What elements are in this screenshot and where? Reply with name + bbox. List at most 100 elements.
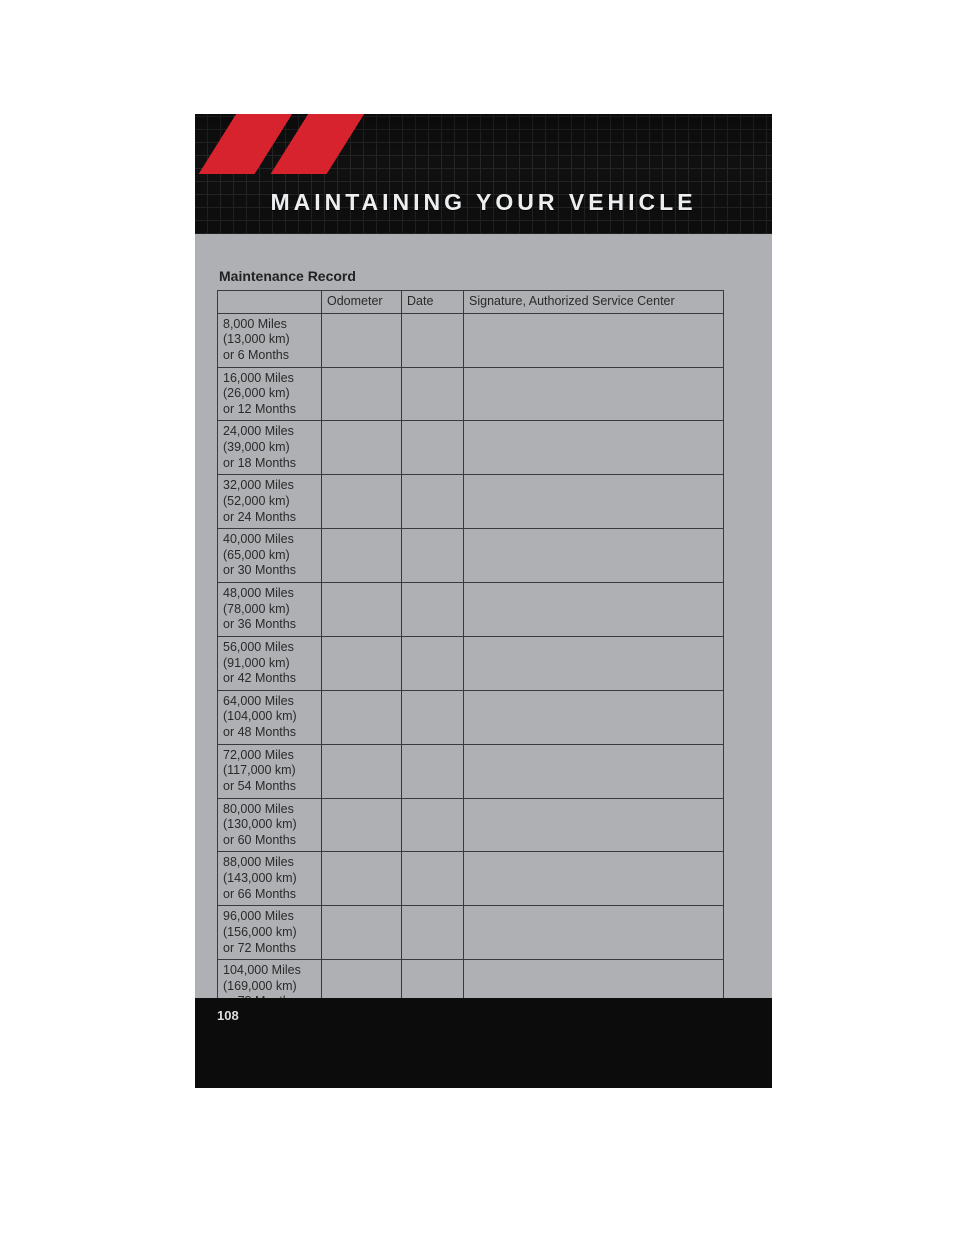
table-row: 24,000 Miles(39,000 km)or 18 Months [218, 421, 724, 475]
cell-date [402, 367, 464, 421]
interval-line: or 48 Months [223, 725, 316, 741]
cell-date [402, 313, 464, 367]
cell-date [402, 475, 464, 529]
cell-date [402, 852, 464, 906]
interval-line: or 18 Months [223, 456, 316, 472]
cell-interval: 40,000 Miles(65,000 km)or 30 Months [218, 529, 322, 583]
table-row: 96,000 Miles(156,000 km)or 72 Months [218, 906, 724, 960]
cell-odometer [322, 583, 402, 637]
interval-line: 64,000 Miles [223, 694, 316, 710]
cell-signature [464, 744, 724, 798]
interval-line: or 60 Months [223, 833, 316, 849]
cell-odometer [322, 475, 402, 529]
cell-signature [464, 690, 724, 744]
cell-interval: 32,000 Miles(52,000 km)or 24 Months [218, 475, 322, 529]
interval-line: (130,000 km) [223, 817, 316, 833]
cell-interval: 80,000 Miles(130,000 km)or 60 Months [218, 798, 322, 852]
cell-date [402, 690, 464, 744]
interval-line: or 42 Months [223, 671, 316, 687]
table-row: 8,000 Miles(13,000 km)or 6 Months [218, 313, 724, 367]
page-footer [195, 998, 772, 1088]
interval-line: 24,000 Miles [223, 424, 316, 440]
interval-line: (156,000 km) [223, 925, 316, 941]
interval-line: 72,000 Miles [223, 748, 316, 764]
page-header: MAINTAINING YOUR VEHICLE [195, 114, 772, 234]
table-row: 64,000 Miles(104,000 km)or 48 Months [218, 690, 724, 744]
interval-line: or 54 Months [223, 779, 316, 795]
interval-line: (78,000 km) [223, 602, 316, 618]
cell-odometer [322, 421, 402, 475]
interval-line: or 72 Months [223, 941, 316, 957]
cell-odometer [322, 529, 402, 583]
cell-signature [464, 367, 724, 421]
cell-odometer [322, 852, 402, 906]
cell-date [402, 636, 464, 690]
interval-line: (65,000 km) [223, 548, 316, 564]
cell-interval: 16,000 Miles(26,000 km)or 12 Months [218, 367, 322, 421]
cell-odometer [322, 313, 402, 367]
col-date: Date [402, 291, 464, 314]
cell-signature [464, 636, 724, 690]
cell-interval: 96,000 Miles(156,000 km)or 72 Months [218, 906, 322, 960]
cell-signature [464, 421, 724, 475]
interval-line: or 36 Months [223, 617, 316, 633]
cell-odometer [322, 690, 402, 744]
interval-line: 56,000 Miles [223, 640, 316, 656]
cell-interval: 88,000 Miles(143,000 km)or 66 Months [218, 852, 322, 906]
interval-line: or 24 Months [223, 510, 316, 526]
interval-line: 88,000 Miles [223, 855, 316, 871]
interval-line: (104,000 km) [223, 709, 316, 725]
col-odometer: Odometer [322, 291, 402, 314]
table-header-row: Odometer Date Signature, Authorized Serv… [218, 291, 724, 314]
cell-date [402, 798, 464, 852]
cell-date [402, 583, 464, 637]
interval-line: 32,000 Miles [223, 478, 316, 494]
cell-date [402, 744, 464, 798]
interval-line: (52,000 km) [223, 494, 316, 510]
cell-odometer [322, 906, 402, 960]
interval-line: or 30 Months [223, 563, 316, 579]
interval-line: 104,000 Miles [223, 963, 316, 979]
cell-signature [464, 906, 724, 960]
cell-interval: 64,000 Miles(104,000 km)or 48 Months [218, 690, 322, 744]
cell-signature [464, 583, 724, 637]
cell-interval: 8,000 Miles(13,000 km)or 6 Months [218, 313, 322, 367]
interval-line: 96,000 Miles [223, 909, 316, 925]
cell-signature [464, 475, 724, 529]
table-row: 16,000 Miles(26,000 km)or 12 Months [218, 367, 724, 421]
table-row: 80,000 Miles(130,000 km)or 60 Months [218, 798, 724, 852]
cell-odometer [322, 744, 402, 798]
col-signature: Signature, Authorized Service Center [464, 291, 724, 314]
interval-line: (169,000 km) [223, 979, 316, 995]
table-row: 40,000 Miles(65,000 km)or 30 Months [218, 529, 724, 583]
interval-line: (91,000 km) [223, 656, 316, 672]
cell-odometer [322, 636, 402, 690]
cell-odometer [322, 798, 402, 852]
interval-line: 80,000 Miles [223, 802, 316, 818]
interval-line: 8,000 Miles [223, 317, 316, 333]
maintenance-table: Odometer Date Signature, Authorized Serv… [217, 290, 724, 1014]
interval-line: 48,000 Miles [223, 586, 316, 602]
brand-stripes [223, 114, 403, 174]
interval-line: (26,000 km) [223, 386, 316, 402]
interval-line: (39,000 km) [223, 440, 316, 456]
interval-line: 40,000 Miles [223, 532, 316, 548]
manual-page: MAINTAINING YOUR VEHICLE Maintenance Rec… [0, 0, 954, 1235]
interval-line: or 6 Months [223, 348, 316, 364]
cell-interval: 48,000 Miles(78,000 km)or 36 Months [218, 583, 322, 637]
cell-signature [464, 313, 724, 367]
cell-date [402, 529, 464, 583]
cell-interval: 56,000 Miles(91,000 km)or 42 Months [218, 636, 322, 690]
interval-line: 16,000 Miles [223, 371, 316, 387]
interval-line: or 12 Months [223, 402, 316, 418]
table-row: 48,000 Miles(78,000 km)or 36 Months [218, 583, 724, 637]
table-head: Odometer Date Signature, Authorized Serv… [218, 291, 724, 314]
table-row: 72,000 Miles(117,000 km)or 54 Months [218, 744, 724, 798]
cell-signature [464, 798, 724, 852]
cell-signature [464, 852, 724, 906]
cell-date [402, 906, 464, 960]
interval-line: (117,000 km) [223, 763, 316, 779]
cell-interval: 24,000 Miles(39,000 km)or 18 Months [218, 421, 322, 475]
content-area: Maintenance Record Odometer Date Signatu… [195, 234, 772, 998]
page-number: 108 [217, 1008, 239, 1023]
